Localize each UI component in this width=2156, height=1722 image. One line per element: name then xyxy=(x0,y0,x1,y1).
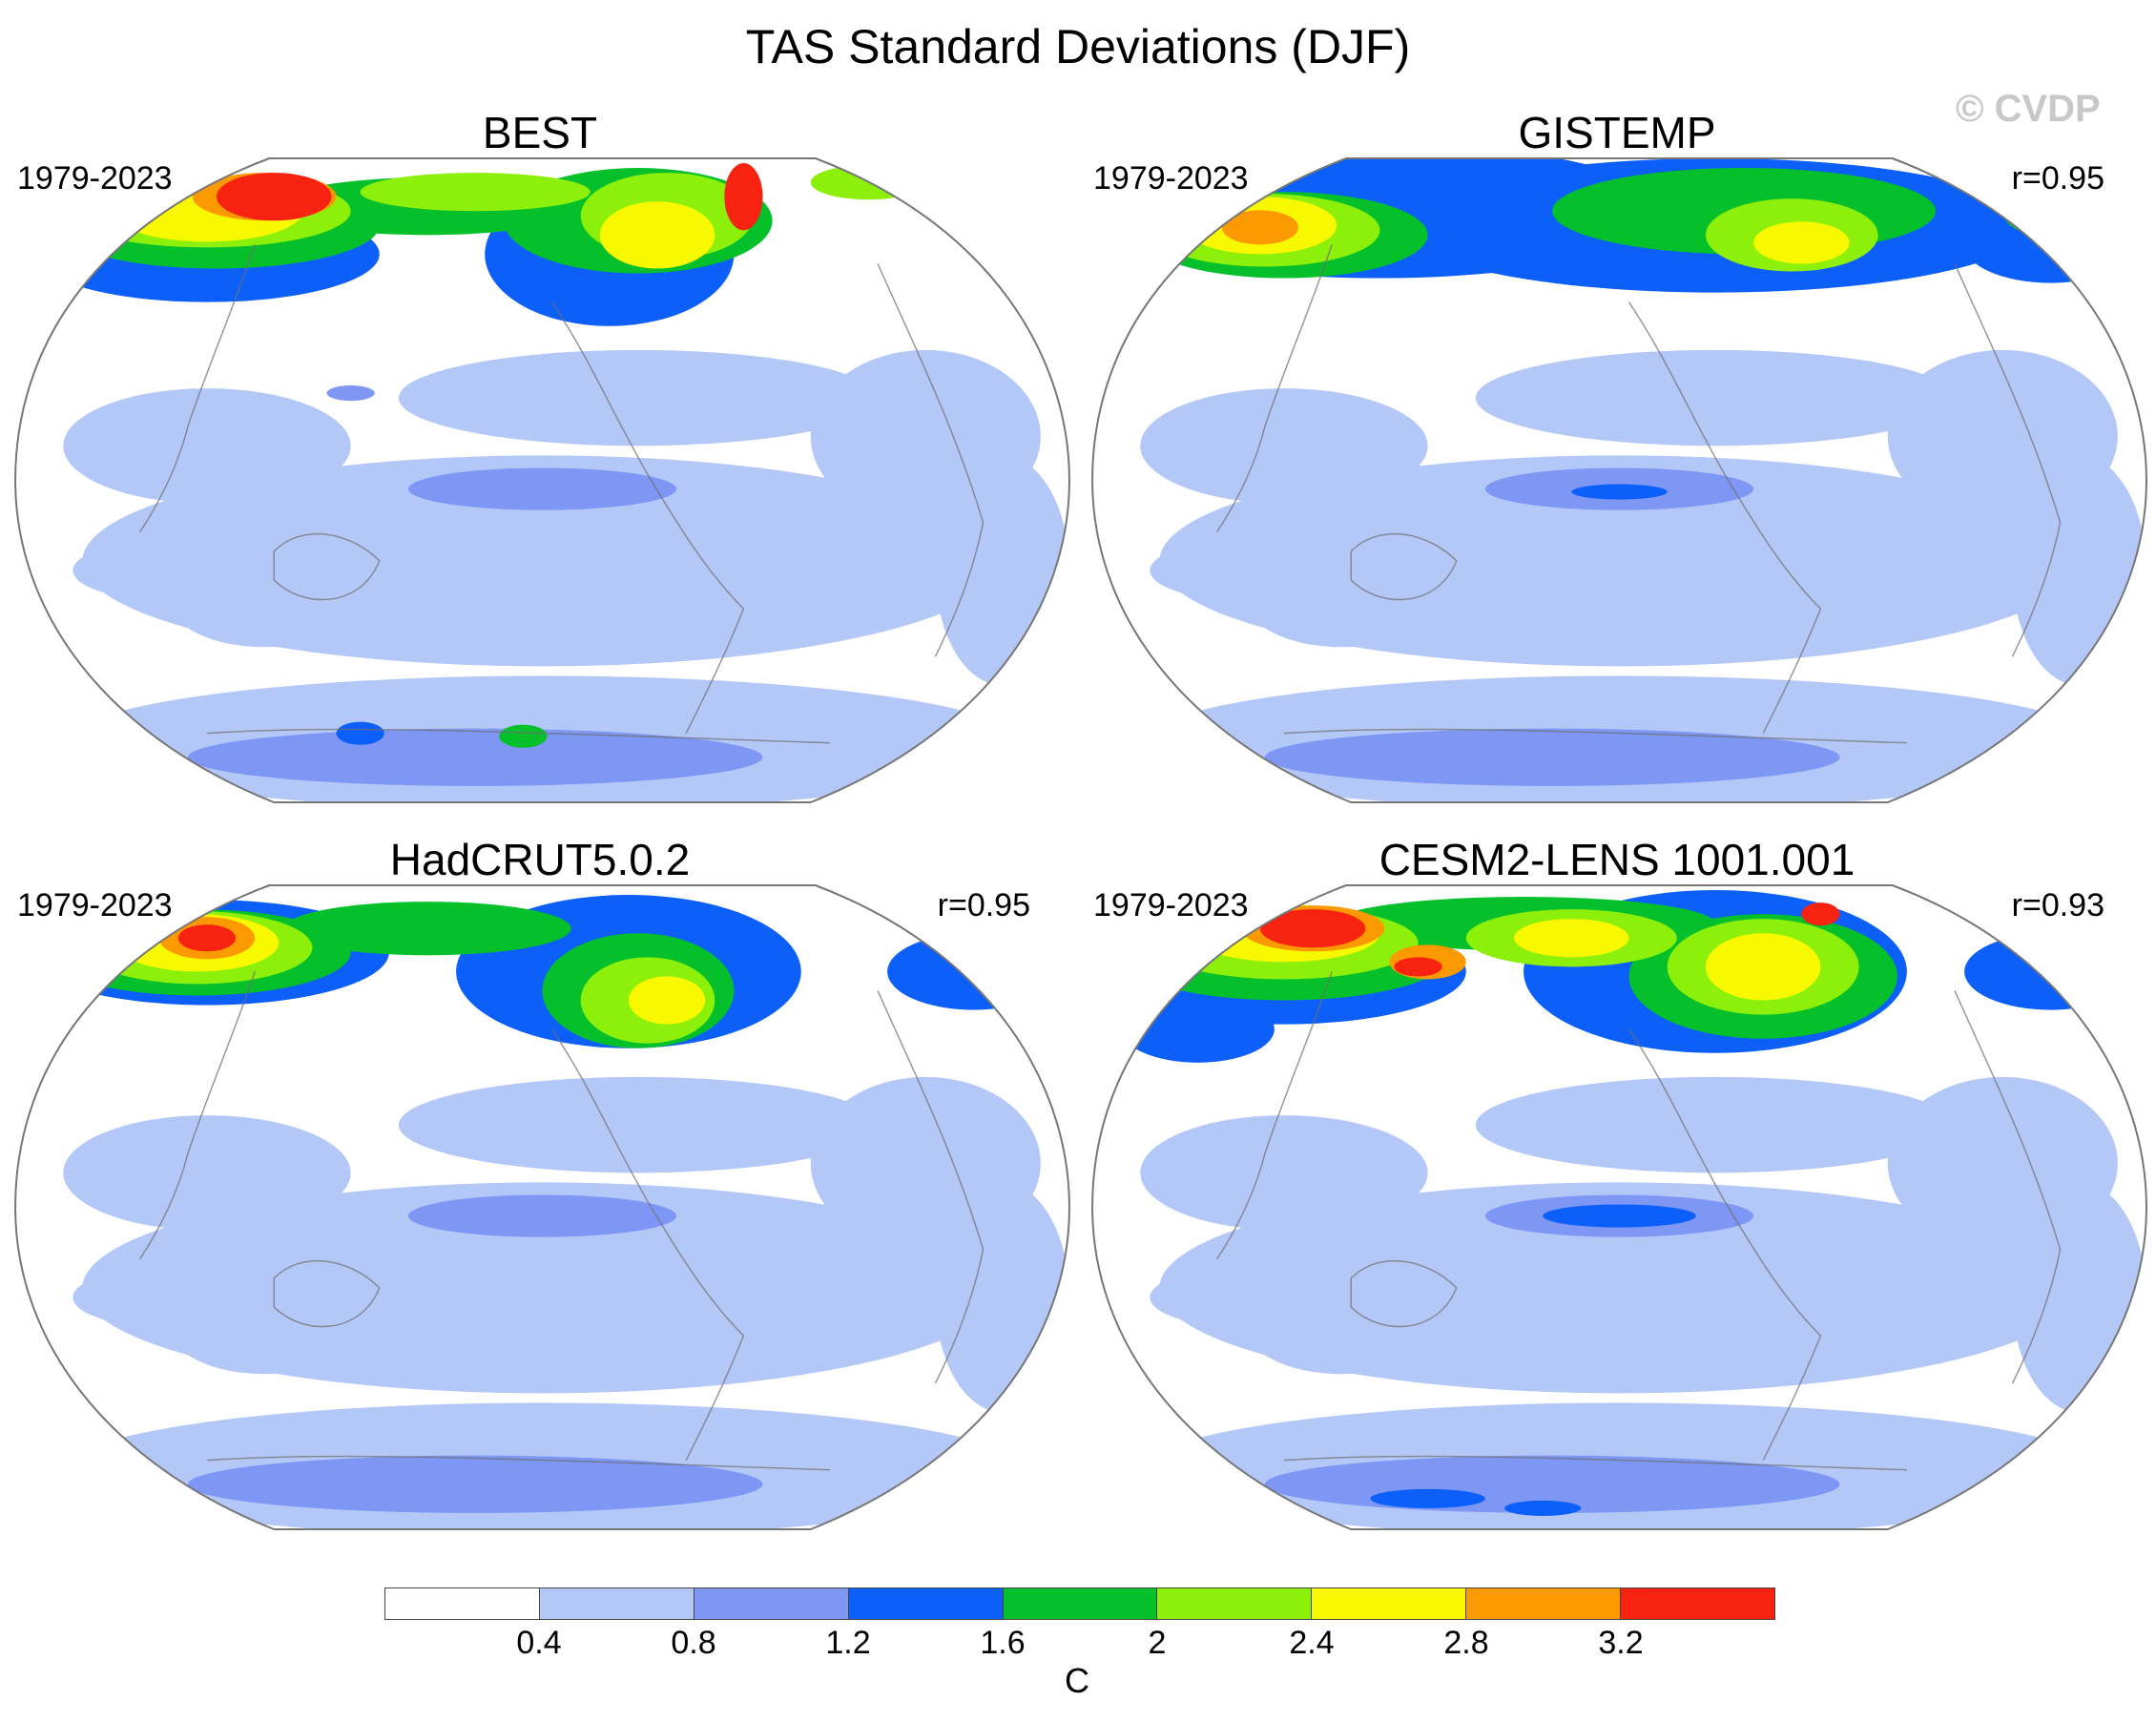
colorbar-unit-label: C xyxy=(1065,1661,1089,1700)
panel-period-cesm2: 1979-2023 xyxy=(1093,887,1249,923)
colorbar-tick-label: 0.4 xyxy=(516,1625,562,1661)
colorbar-box xyxy=(694,1588,849,1619)
colorbar-tick-label: 3.2 xyxy=(1598,1625,1644,1661)
panel-period-best: 1979-2023 xyxy=(17,160,173,197)
map-panel-best xyxy=(14,156,1070,804)
colorbar-box xyxy=(1466,1588,1622,1619)
colorbar-tick-label: 2.8 xyxy=(1443,1625,1489,1661)
colorbar-box xyxy=(539,1588,694,1619)
figure-title: TAS Standard Deviations (DJF) xyxy=(745,20,1411,73)
colorbar-box xyxy=(848,1588,1004,1619)
panel-title-best: BEST xyxy=(482,108,598,157)
colorbar-box xyxy=(1003,1588,1158,1619)
panel-corr-hadcrut: r=0.95 xyxy=(937,887,1030,923)
watermark: © CVDP xyxy=(1956,88,2101,130)
colorbar-box xyxy=(1312,1588,1467,1619)
colorbar-tick-label: 2.4 xyxy=(1289,1625,1335,1661)
map-panel-gistemp xyxy=(1091,156,2147,804)
panel-corr-cesm2: r=0.93 xyxy=(2011,887,2104,923)
colorbar-box xyxy=(1157,1588,1313,1619)
panel-title-hadcrut: HadCRUT5.0.2 xyxy=(389,835,691,884)
colorbar-tick-label: 1.2 xyxy=(825,1625,871,1661)
colorbar-tick-label: 2 xyxy=(1148,1625,1167,1661)
map-panel-hadcrut xyxy=(14,883,1070,1531)
colorbar-box xyxy=(385,1588,540,1619)
panel-title-cesm2: CESM2-LENS 1001.001 xyxy=(1379,835,1855,884)
panel-title-gistemp: GISTEMP xyxy=(1518,108,1716,157)
colorbar-box xyxy=(1621,1588,1775,1619)
map-panel-cesm2 xyxy=(1091,883,2147,1531)
panel-corr-gistemp: r=0.95 xyxy=(2011,160,2104,197)
panel-period-gistemp: 1979-2023 xyxy=(1093,160,1249,197)
colorbar-tick-label: 1.6 xyxy=(980,1625,1026,1661)
colorbar xyxy=(384,1587,1775,1620)
colorbar-tick-label: 0.8 xyxy=(671,1625,716,1661)
panel-period-hadcrut: 1979-2023 xyxy=(17,887,173,923)
